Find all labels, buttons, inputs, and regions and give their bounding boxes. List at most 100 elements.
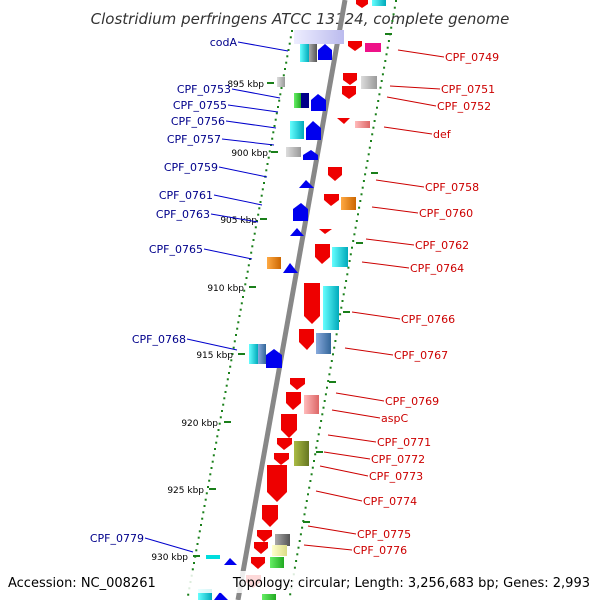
gene-label-CPF_0752[interactable]: CPF_0752 — [437, 100, 491, 113]
left-track-dot — [230, 359, 233, 362]
left-track-dot — [243, 289, 246, 292]
left-track-dot — [251, 245, 254, 248]
gene-label-CPF_0779[interactable]: CPF_0779 — [90, 532, 144, 545]
gene-label-aspC[interactable]: aspC — [381, 412, 408, 425]
right-track-dot — [352, 240, 355, 242]
gene-label-def[interactable]: def — [433, 128, 452, 141]
gene-label-CPF_0776[interactable]: CPF_0776 — [353, 544, 407, 557]
left-track-dot — [197, 536, 200, 539]
left-track-dot — [273, 125, 276, 127]
left-track-dot — [209, 473, 212, 476]
gene-label-CPF_0775[interactable]: CPF_0775 — [357, 528, 411, 541]
right-track-dot — [339, 313, 342, 316]
gene-label-CPF_0751[interactable]: CPF_0751 — [441, 83, 495, 96]
gene-codA-box — [294, 30, 344, 44]
gene-label-CPF_0760[interactable]: CPF_0760 — [419, 207, 473, 220]
gene-label-CPF_0767[interactable]: CPF_0767 — [394, 349, 448, 362]
right-track-dot — [368, 146, 371, 149]
left-track-dot — [256, 220, 258, 222]
gene-label-CPF_0769[interactable]: CPF_0769 — [385, 395, 439, 408]
gene-label-CPF_0765[interactable]: CPF_0765 — [149, 243, 203, 256]
right-track-dot — [316, 440, 319, 442]
right-ticks — [303, 33, 392, 523]
gene-label-CPF_0757[interactable]: CPF_0757 — [167, 133, 221, 146]
gene-aspC-bar — [304, 395, 319, 414]
accession-text: Accession: NC_008261 — [8, 576, 156, 591]
right-track-dot — [333, 346, 336, 349]
right-track-dot — [307, 493, 309, 496]
gene-label-CPF_0759[interactable]: CPF_0759 — [164, 161, 218, 174]
gene-CPF_0751-arrow — [343, 73, 357, 85]
gene-CPF_0752-arrow — [342, 86, 356, 99]
right-track-dot — [351, 246, 353, 249]
tick-label-905: 905 kbp — [220, 216, 257, 226]
gene-label-CPF_0771[interactable]: CPF_0771 — [377, 436, 431, 449]
right-track-dot — [357, 213, 359, 216]
gene-CPF_0767-bar — [316, 333, 331, 354]
left-track-dot — [267, 156, 270, 159]
gene-label-CPF_0772[interactable]: CPF_0772 — [371, 453, 425, 466]
left-track-dot — [285, 61, 288, 64]
gene-CPF_0772-bar — [294, 441, 309, 466]
right-track-dot — [340, 306, 343, 309]
left-track-dot — [288, 42, 291, 45]
right-track-dot — [374, 113, 377, 116]
right-track-dot — [370, 140, 372, 142]
left-track-dot — [231, 353, 234, 355]
genome-axis-line — [235, 0, 348, 600]
left-track-dot — [216, 435, 219, 438]
gene-label-CPF_0774[interactable]: CPF_0774 — [363, 495, 417, 508]
right-track-dot — [343, 286, 346, 289]
gene-CPF_0769-arrow — [290, 378, 305, 390]
right-track-dot — [335, 333, 338, 336]
right-track-dot — [345, 280, 348, 282]
right-track-dot — [289, 593, 292, 596]
gene-label-codA[interactable]: codA — [210, 36, 238, 49]
gene-CPF_0758-arrow — [328, 167, 342, 181]
gene-label-CPF_0749[interactable]: CPF_0749 — [445, 51, 499, 64]
left-track-dot — [282, 74, 285, 77]
gene-label-CPF_0758[interactable]: CPF_0758 — [425, 181, 479, 194]
right-track-dot — [354, 226, 357, 229]
gene-CPF_0751-bar — [361, 76, 377, 89]
gene-CPF_0763-arrow — [290, 228, 304, 236]
gene-label-CPF_0766[interactable]: CPF_0766 — [401, 313, 455, 326]
right-track-dot — [311, 466, 314, 469]
right-track-dot — [293, 566, 296, 569]
left-track-dot — [236, 327, 239, 330]
gene-label-CPF_0763[interactable]: CPF_0763 — [156, 208, 210, 221]
left-track-dot — [284, 68, 286, 70]
left-track-dot — [207, 486, 209, 488]
gene-label-CPF_0762[interactable]: CPF_0762 — [415, 239, 469, 252]
left-track-dot — [253, 232, 256, 235]
left-gene-labels: codA CPF_0753 CPF_0755 CPF_0756 CPF_0757… — [90, 36, 238, 545]
gene-CPF_0775-arrow — [257, 530, 272, 542]
tick-label-920: 920 kbp — [181, 419, 218, 429]
gene-label-CPF_0753[interactable]: CPF_0753 — [177, 83, 231, 96]
left-track-dot — [257, 213, 260, 216]
left-track-dot — [250, 251, 253, 254]
gene-label-CPF_0773[interactable]: CPF_0773 — [369, 470, 423, 483]
gene-label-CPF_0756[interactable]: CPF_0756 — [171, 115, 225, 128]
gene-label-CPF_0761[interactable]: CPF_0761 — [159, 189, 213, 202]
left-track-dot — [245, 277, 248, 279]
right-track-dot — [390, 26, 393, 29]
right-track-dot — [362, 180, 365, 182]
gene-label-CPF_0764[interactable]: CPF_0764 — [410, 262, 464, 275]
gene-label-CPF_0768[interactable]: CPF_0768 — [132, 333, 186, 346]
right-track-dot — [329, 366, 332, 369]
gene-CPF_0766-arrow — [304, 283, 320, 324]
gene-CPF_0766-bar — [323, 286, 339, 330]
left-track-dot — [229, 365, 232, 368]
left-track-dot — [254, 226, 257, 229]
right-track-dot — [313, 460, 315, 462]
gene-CPF_0775-bar — [275, 534, 290, 546]
right-track-dot — [349, 253, 352, 256]
gene-label-CPF_0755[interactable]: CPF_0755 — [173, 99, 227, 112]
left-track-dot — [278, 99, 281, 102]
left-track-dot — [215, 441, 218, 444]
right-track-dot — [366, 160, 369, 162]
left-track-dot — [291, 30, 293, 32]
tick-label-895: 895 kbp — [227, 80, 264, 90]
left-track-dot — [260, 194, 263, 197]
